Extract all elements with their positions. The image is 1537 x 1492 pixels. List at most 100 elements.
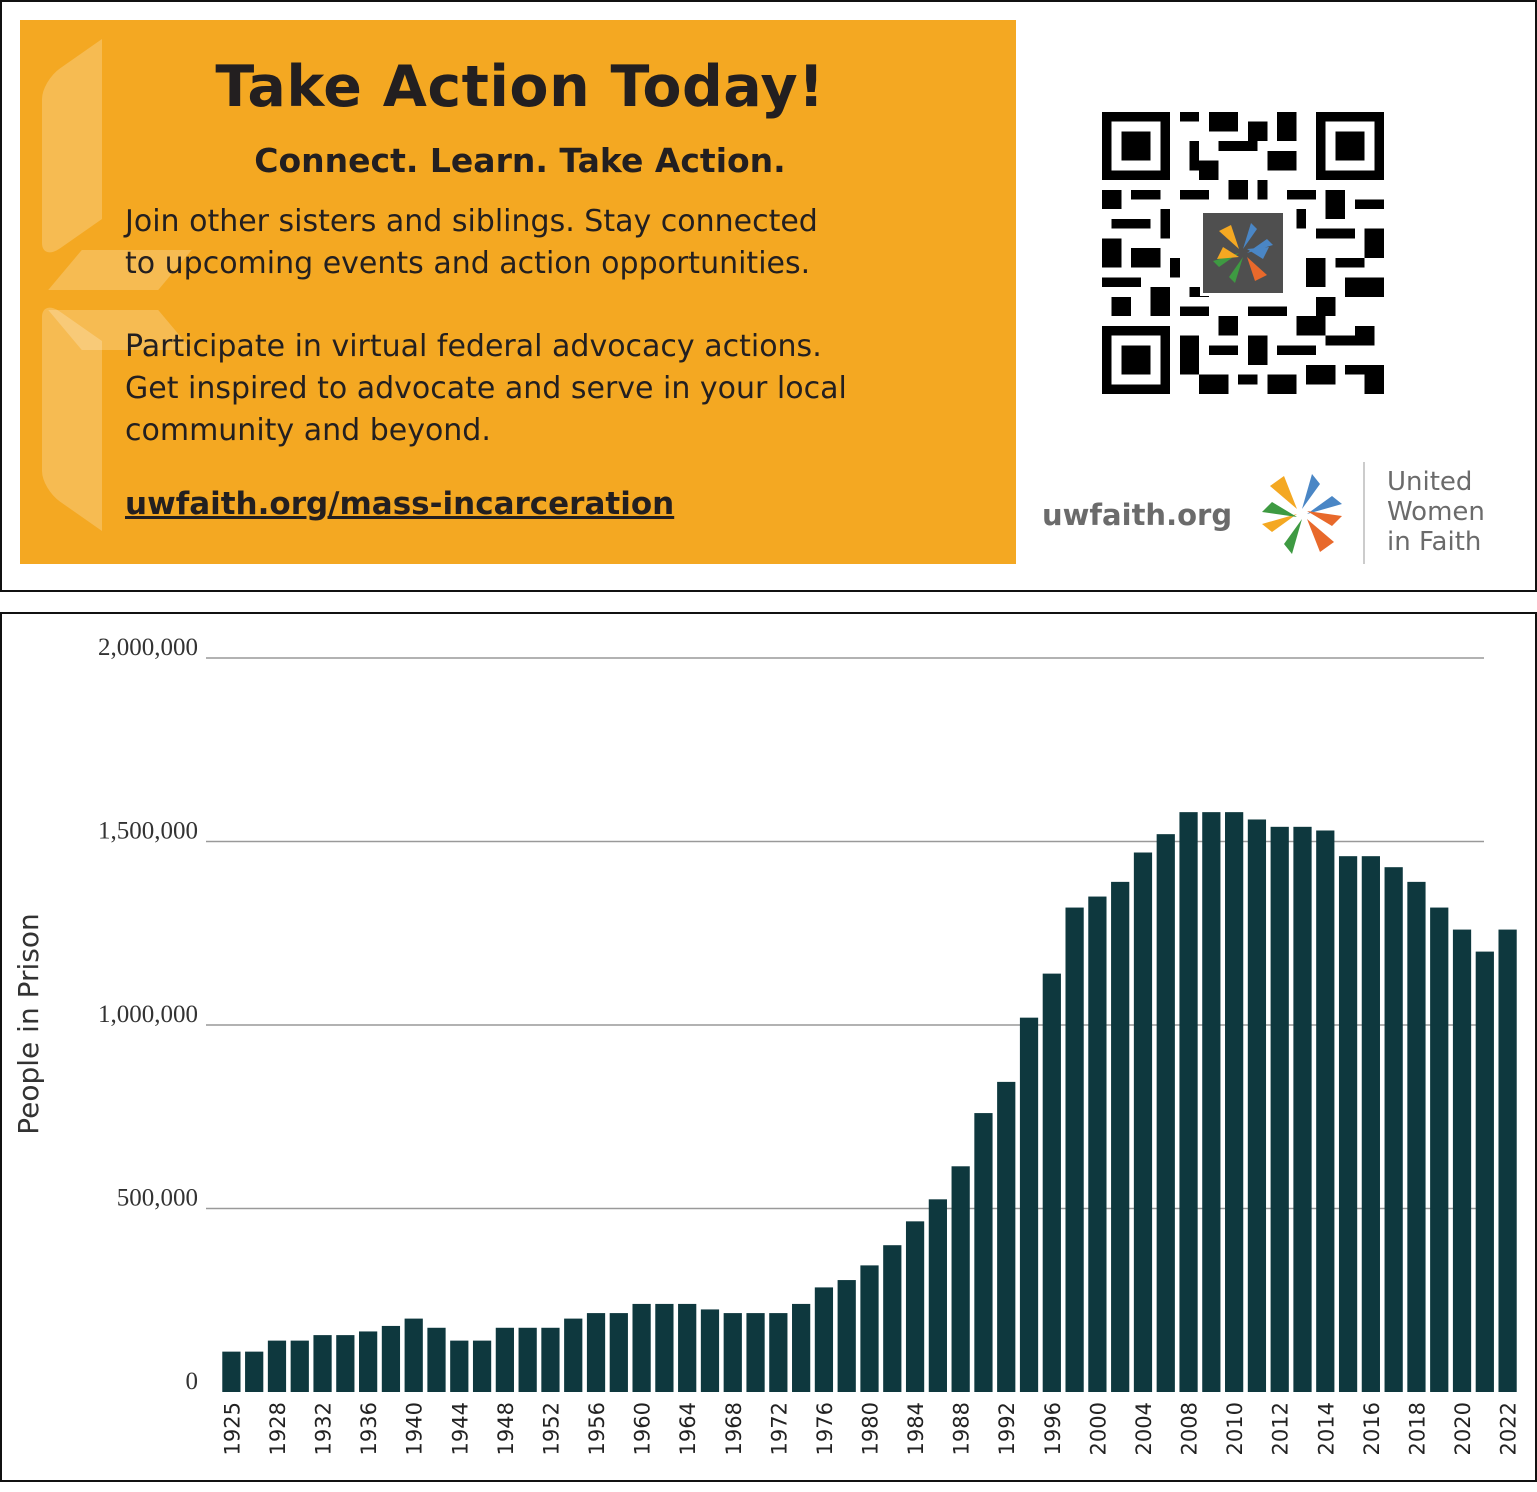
x-tick-label: 2022 (1497, 1402, 1521, 1455)
y-axis-label: People in Prison (12, 913, 45, 1135)
x-tick-label: 1976 (813, 1402, 837, 1455)
bar-2014 (1316, 830, 1335, 1392)
site-url[interactable]: uwfaith.org (1042, 498, 1233, 532)
bar-1954 (564, 1318, 583, 1392)
bar-2010 (1225, 812, 1244, 1392)
bar-1986 (928, 1199, 947, 1392)
bar-1992 (997, 1081, 1016, 1392)
y-tick-label: 1,500,000 (98, 818, 198, 845)
qr-center-logo (1200, 210, 1286, 296)
promo-banner: Take Action Today! Connect. Learn. Take … (20, 20, 1016, 564)
x-tick-label: 2000 (1086, 1402, 1110, 1455)
bar-2000 (1088, 896, 1107, 1392)
x-tick-label: 1932 (312, 1402, 336, 1455)
bar-1928 (267, 1340, 287, 1392)
bar-2017 (1384, 867, 1403, 1392)
x-tick-label: 1968 (722, 1402, 746, 1455)
action-card: Take Action Today! Connect. Learn. Take … (0, 0, 1537, 592)
bar-1946 (472, 1340, 492, 1392)
bar-1998 (1065, 907, 1084, 1392)
prison-population-chart: 0 500,000 1,000,000 1,500,000 2,000,000 1925… (0, 612, 1537, 1482)
org-name: United Women in Faith (1387, 467, 1537, 557)
bar-1956 (586, 1313, 606, 1392)
bar-1940 (404, 1318, 423, 1392)
bar-2008 (1179, 812, 1198, 1392)
bar-1980 (860, 1265, 879, 1392)
flower-logo-icon (1213, 223, 1273, 283)
x-tick-label: 1980 (859, 1402, 883, 1455)
bar-1934 (336, 1335, 355, 1392)
paragraph-line: community and beyond. (125, 413, 491, 448)
bar-2019 (1430, 907, 1449, 1392)
bar-1966 (700, 1309, 720, 1392)
x-tick-label: 1960 (631, 1402, 655, 1455)
y-tick-label: 0 (186, 1368, 199, 1395)
org-name-line: in Faith (1387, 527, 1482, 557)
x-axis-ticks: 1925 1928 1932 1936 1940 1944 1948 1952 1956 1960… (220, 1402, 1520, 1455)
bar-1990 (974, 1113, 993, 1392)
bar-1968 (723, 1313, 742, 1392)
bar-2002 (1111, 881, 1130, 1392)
org-name-line: Women (1387, 497, 1485, 527)
bar-1948 (495, 1327, 514, 1392)
bar-2015 (1338, 856, 1358, 1392)
promo-subtitle: Connect. Learn. Take Action. (254, 141, 786, 180)
bar-2021 (1475, 951, 1494, 1392)
paragraph-line: Participate in virtual federal advocacy … (125, 329, 822, 364)
bar-2013 (1293, 826, 1312, 1392)
bar-2006 (1156, 834, 1175, 1392)
x-tick-label: 1992 (995, 1402, 1019, 1455)
bar-1938 (381, 1325, 401, 1392)
org-name-line: United (1387, 467, 1473, 497)
bar-1978 (837, 1280, 856, 1392)
bar-1976 (814, 1287, 834, 1392)
bar-1942 (427, 1327, 446, 1392)
qr-code-icon[interactable] (1102, 112, 1384, 394)
paragraph-line: Join other sisters and siblings. Stay co… (125, 204, 818, 239)
bars (222, 812, 1517, 1392)
x-tick-label: 1948 (494, 1402, 518, 1455)
bar-1925 (222, 1351, 241, 1392)
bar-2012 (1270, 826, 1289, 1392)
bar-1926 (245, 1351, 264, 1392)
bar-1936 (359, 1331, 378, 1392)
bar-1952 (541, 1327, 560, 1392)
mass-incarceration-link[interactable]: uwfaith.org/mass-incarceration (125, 486, 675, 522)
bar-1972 (769, 1313, 788, 1392)
bar-1944 (450, 1340, 469, 1392)
bar-1960 (632, 1303, 651, 1392)
x-tick-label: 1925 (220, 1402, 244, 1455)
bar-1930 (290, 1340, 309, 1392)
bar-1962 (655, 1303, 674, 1392)
x-tick-label: 1944 (448, 1402, 472, 1455)
chart-canvas: 0 500,000 1,000,000 1,500,000 2,000,000 1925… (12, 634, 1521, 1455)
paragraph-line: Get inspired to advocate and serve in yo… (125, 371, 847, 406)
bar-1950 (518, 1327, 537, 1392)
bar-2009 (1202, 812, 1221, 1392)
x-tick-label: 1940 (403, 1402, 427, 1455)
promo-title: Take Action Today! (215, 54, 825, 120)
x-tick-label: 1964 (676, 1402, 700, 1455)
x-tick-label: 2012 (1269, 1402, 1293, 1455)
bar-1970 (746, 1313, 765, 1392)
y-axis-ticks: 0 500,000 1,000,000 1,500,000 2,000,000 (98, 634, 198, 1395)
x-tick-label: 1972 (767, 1402, 791, 1455)
bar-1932 (313, 1335, 332, 1392)
bar-2004 (1133, 852, 1153, 1392)
bar-1994 (1019, 1017, 1039, 1392)
x-tick-label: 2016 (1360, 1402, 1384, 1455)
x-tick-label: 1988 (950, 1402, 974, 1455)
bar-1988 (951, 1166, 970, 1392)
x-tick-label: 2004 (1132, 1402, 1156, 1455)
x-tick-label: 1936 (357, 1402, 381, 1455)
gridlines (206, 657, 1484, 1210)
x-tick-label: 2010 (1223, 1402, 1247, 1455)
x-tick-label: 1996 (1041, 1402, 1065, 1455)
x-tick-label: 1952 (539, 1402, 563, 1455)
logo-divider (1363, 462, 1365, 564)
x-tick-label: 2018 (1405, 1402, 1429, 1455)
paragraph-line: to upcoming events and action opportunit… (125, 246, 811, 281)
bar-2011 (1247, 819, 1267, 1392)
bar-1984 (905, 1221, 925, 1392)
bar-2016 (1361, 856, 1380, 1392)
